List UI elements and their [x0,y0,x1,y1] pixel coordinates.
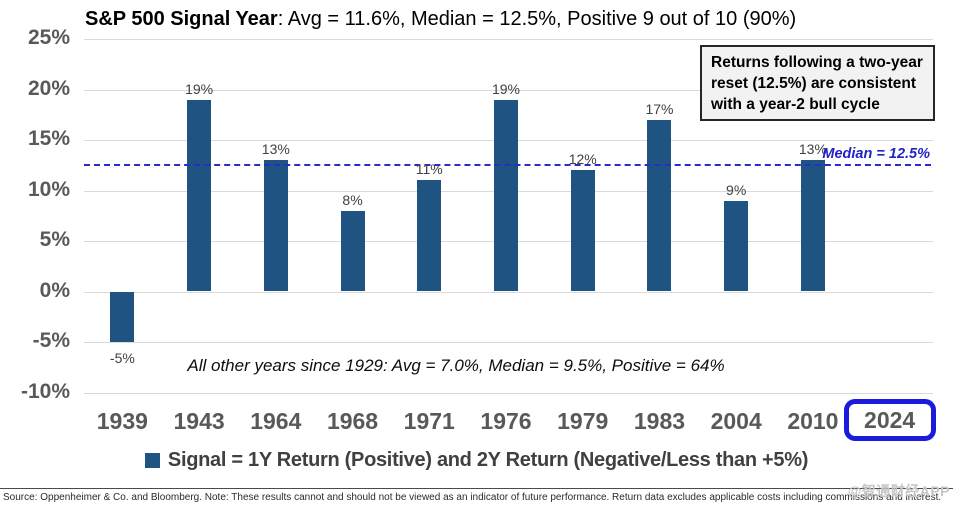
y-axis-tick-label: -10% [20,379,70,403]
bar-value-label: 19% [491,80,521,97]
x-axis-label-1939: 1939 [96,408,148,434]
callout-box: Returns following a two-year reset (12.5… [700,45,935,121]
gridline [84,342,933,343]
bar-value-label: 8% [342,191,363,208]
callout-line: Returns following a two-year [711,54,923,71]
chart-title: S&P 500 Signal Year: Avg = 11.6%, Median… [85,8,796,31]
bar-2004 [724,200,749,292]
bar-1939 [110,291,135,342]
gridline [84,291,933,293]
bar-1979 [570,170,595,292]
bar-1943 [187,99,212,292]
bar-value-label: 17% [645,100,674,117]
y-axis-tick-label: -5% [32,329,70,352]
bar-1964 [263,160,288,292]
x-axis-label-2010: 2010 [787,408,839,434]
gridline [84,392,933,394]
bar-1976 [494,99,518,292]
legend: Signal = 1Y Return (Positive) and 2Y Ret… [0,449,953,472]
x-axis-label-1979: 1979 [557,408,609,434]
legend-label: Signal = 1Y Return (Positive) and 2Y Ret… [167,449,809,471]
x-axis-label-1943: 1943 [173,408,225,434]
x-axis-label-1983: 1983 [633,408,686,434]
y-axis-tick-label: 0% [39,278,70,302]
highlight-box-2024: 2024 [843,399,936,441]
callout-line: reset (12.5%) are consistent [711,75,917,92]
y-axis-tick-label: 20% [27,76,70,100]
y-axis-tick-label: 10% [27,177,70,201]
x-axis-label-2024: 2024 [864,406,916,433]
median-line-label: Median = 12.5% [822,146,930,162]
median-line [84,164,931,167]
watermark: @智通财经APP [847,483,950,499]
bar-value-label: -5% [109,350,135,366]
bar-value-label: 13% [261,141,290,158]
legend-swatch-icon [144,453,160,468]
x-axis-label-1964: 1964 [250,408,302,434]
chart-title-bold: S&P 500 Signal Year [85,8,278,30]
y-axis-tick-label: 25% [27,26,70,49]
footer-divider [0,488,953,489]
gridline [84,89,933,91]
callout-line: with a year-2 bull cycle [711,96,880,113]
x-axis-label-1971: 1971 [403,408,455,434]
bar-value-label: 19% [185,80,214,97]
bar-value-label: 9% [726,181,747,198]
bar-value-label: 13% [798,141,827,158]
gridline [84,39,933,40]
y-axis-tick-label: 15% [27,127,70,150]
bar-1983 [647,119,672,292]
x-axis-label-1968: 1968 [326,408,379,434]
other-years-annotation: All other years since 1929: Avg = 7.0%, … [187,356,725,375]
bar-value-label: 12% [568,151,597,168]
source-note: Source: Oppenheimer & Co. and Bloomberg.… [3,492,942,503]
y-axis-tick-label: 5% [39,228,70,251]
x-axis-label-2004: 2004 [710,408,762,434]
bar-value-label: 11% [415,161,443,178]
bar-1971 [417,180,442,292]
bar-2010 [800,160,825,292]
bar-1968 [340,210,365,292]
chart-title-rest: : Avg = 11.6%, Median = 12.5%, Positive … [277,8,797,30]
x-axis-label-1976: 1976 [480,408,532,434]
